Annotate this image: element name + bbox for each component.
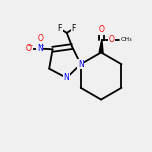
Polygon shape [99,40,103,53]
Text: O: O [109,35,115,44]
Text: N: N [64,73,69,82]
Text: F: F [71,24,76,33]
Text: N: N [37,44,43,53]
Text: O: O [99,25,105,34]
Text: N: N [78,60,84,69]
Text: O: O [38,34,43,43]
Text: F: F [58,24,62,33]
Text: +: + [40,43,44,48]
Text: −: − [27,42,32,47]
Text: O: O [26,44,32,53]
Text: CH₃: CH₃ [121,37,132,42]
